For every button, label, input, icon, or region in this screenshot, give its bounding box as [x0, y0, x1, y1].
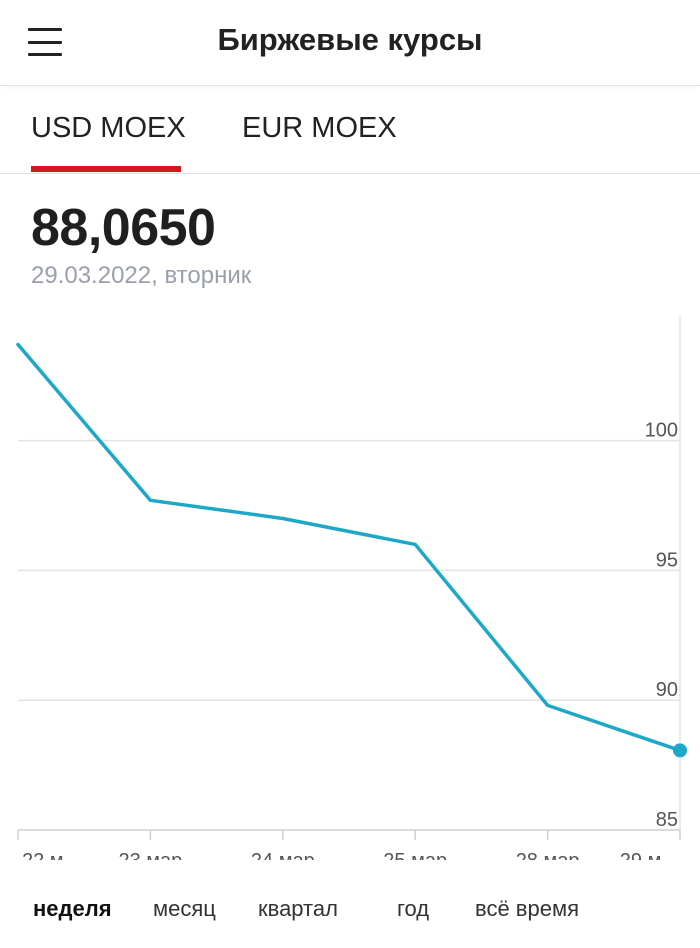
data-point[interactable]	[544, 701, 552, 709]
y-tick-label: 100	[645, 420, 678, 442]
usd-rate-line	[16, 342, 682, 753]
page-title: Биржевые курсы	[217, 22, 483, 57]
y-tick-label: 90	[656, 679, 678, 701]
period-selector: неделя месяц квартал год всё время	[0, 896, 700, 936]
x-tick-label: 25 мар	[383, 850, 447, 860]
rate-date: 29.03.2022, вторник	[31, 262, 252, 289]
data-point[interactable]	[146, 496, 154, 504]
current-rate: 88,0650	[31, 199, 216, 257]
x-tick-label: 29 м...	[620, 850, 678, 860]
period-quarter[interactable]: квартал	[258, 896, 338, 921]
active-tab-indicator	[31, 166, 181, 172]
tab-usd-moex[interactable]: USD MOEX	[31, 112, 186, 144]
data-point[interactable]	[279, 514, 287, 522]
y-tick-label: 85	[656, 809, 678, 831]
period-week[interactable]: неделя	[33, 896, 112, 921]
x-tick-label: 22 м...	[22, 850, 80, 860]
data-point[interactable]	[14, 341, 22, 349]
x-tick-label: 24 мар	[251, 850, 315, 860]
hamburger-menu-icon[interactable]	[28, 28, 64, 56]
period-all-time[interactable]: всё время	[475, 896, 579, 921]
rate-chart[interactable]: 100 95 90 85 22 м... 23 мар 24 мар 25 мар 28 мар…	[0, 300, 700, 860]
last-data-point[interactable]	[673, 743, 687, 758]
currency-tabs: USD MOEX EUR MOEX	[0, 86, 700, 174]
x-tick-label: 28 мар	[516, 850, 580, 860]
header: Биржевые курсы	[0, 0, 700, 86]
tab-eur-moex[interactable]: EUR MOEX	[242, 112, 397, 144]
x-tick-label: 23 мар	[118, 850, 182, 860]
period-year[interactable]: год	[397, 896, 430, 921]
data-point[interactable]	[411, 540, 419, 548]
y-tick-label: 95	[656, 549, 678, 571]
period-month[interactable]: месяц	[153, 896, 216, 921]
